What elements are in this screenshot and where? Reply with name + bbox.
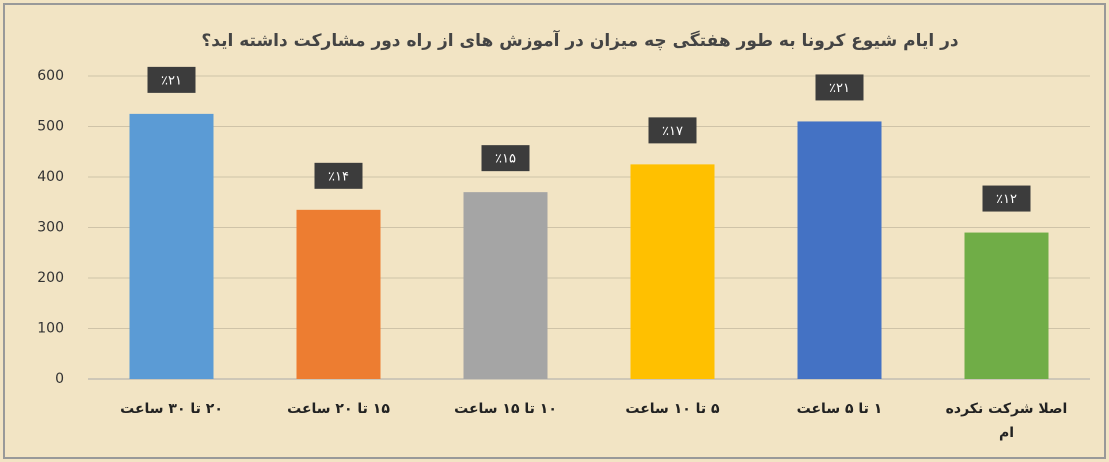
bar — [964, 232, 1049, 379]
percent-label: ٪۱۵ — [495, 152, 516, 167]
label-box — [648, 117, 697, 144]
x-tick-label: ۵ تا ۱۰ ساعت — [625, 401, 720, 417]
x-tick-label: ۲۰ تا ۳۰ ساعت — [120, 401, 223, 417]
x-tick-label: ۱۰ تا ۱۵ ساعت — [454, 401, 557, 417]
bar — [129, 113, 214, 379]
label-box — [147, 66, 196, 93]
label-box — [481, 145, 530, 172]
bar — [630, 164, 715, 379]
bar — [797, 121, 882, 379]
y-tick-label: 400 — [37, 169, 64, 185]
y-tick-label: 200 — [37, 270, 64, 286]
y-tick-label: 0 — [55, 371, 64, 387]
label-box — [815, 74, 864, 101]
bar — [463, 192, 548, 379]
x-tick-label: اصلا شرکت نکرده ام — [945, 401, 1068, 441]
label-box — [314, 162, 363, 189]
bar — [296, 209, 381, 379]
y-tick-label: 500 — [37, 119, 64, 135]
percent-label: ٪۲۱ — [829, 81, 850, 96]
percent-label: ٪۱۷ — [662, 124, 683, 139]
frame — [3, 3, 1106, 459]
y-tick-label: 100 — [37, 321, 64, 337]
percent-label: ٪۱۲ — [996, 192, 1017, 207]
x-tick-label: ۱ تا ۵ ساعت — [796, 401, 883, 417]
percent-label: ٪۲۱ — [161, 73, 182, 88]
label-box — [982, 185, 1031, 212]
y-tick-label: 300 — [37, 220, 64, 236]
percent-label: ٪۱۴ — [328, 169, 349, 184]
x-tick-label: ۱۵ تا ۲۰ ساعت — [287, 401, 390, 417]
chart-title: در ایام شیوع کرونا به طور هفتگی چه میزان… — [201, 31, 959, 51]
y-tick-label: 600 — [37, 68, 64, 84]
